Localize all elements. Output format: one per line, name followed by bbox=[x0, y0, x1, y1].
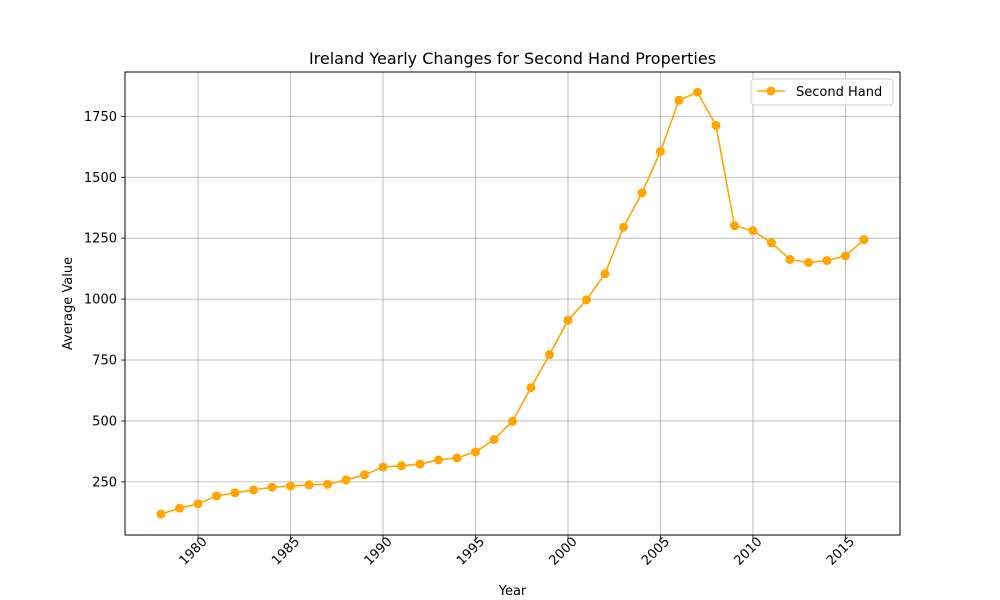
y-tick-label-1750: 1750 bbox=[84, 110, 117, 125]
data-point-1985 bbox=[286, 481, 296, 491]
data-point-1984 bbox=[267, 482, 277, 492]
legend-box bbox=[750, 78, 894, 106]
y-tick-label-1000: 1000 bbox=[84, 293, 117, 308]
y-tick-label-750: 750 bbox=[92, 354, 117, 369]
data-point-2002 bbox=[600, 269, 610, 279]
chart-title: Ireland Yearly Changes for Second Hand P… bbox=[309, 49, 716, 68]
data-point-1989 bbox=[360, 470, 370, 480]
series-layer bbox=[156, 87, 869, 519]
data-point-2001 bbox=[581, 295, 591, 305]
data-point-2013 bbox=[803, 258, 813, 268]
data-point-2006 bbox=[674, 95, 684, 105]
data-point-1998 bbox=[526, 383, 536, 393]
data-point-1988 bbox=[341, 475, 351, 485]
data-point-2007 bbox=[692, 87, 702, 97]
data-point-2009 bbox=[729, 221, 739, 231]
plot-frame bbox=[124, 71, 901, 536]
data-point-1991 bbox=[397, 461, 407, 471]
data-point-1997 bbox=[508, 416, 517, 426]
data-point-2014 bbox=[822, 256, 832, 266]
axis-ticks: 1980 1985 1990 1995 2000 2005 2010 201525050075… bbox=[84, 110, 858, 569]
legend: Second Hand bbox=[750, 78, 894, 106]
data-point-2003 bbox=[618, 222, 628, 232]
x-axis-label: Year bbox=[498, 584, 527, 599]
data-point-1999 bbox=[544, 350, 554, 360]
data-point-1978 bbox=[156, 509, 166, 519]
data-point-2000 bbox=[563, 315, 573, 325]
data-point-2004 bbox=[637, 188, 647, 198]
legend-label-second-hand: Second Hand bbox=[796, 85, 882, 100]
data-point-1994 bbox=[452, 453, 462, 463]
data-point-1995 bbox=[471, 447, 481, 457]
y-tick-label-500: 500 bbox=[92, 414, 117, 429]
data-point-1982 bbox=[230, 488, 240, 498]
data-point-2015 bbox=[840, 251, 850, 261]
data-point-1993 bbox=[434, 455, 444, 465]
data-point-2011 bbox=[766, 238, 776, 248]
y-axis-label: Average Value bbox=[61, 257, 76, 350]
y-tick-label-1500: 1500 bbox=[84, 171, 117, 186]
data-point-1981 bbox=[212, 491, 222, 501]
data-point-1979 bbox=[175, 503, 185, 513]
data-point-2010 bbox=[748, 226, 758, 236]
y-tick-label-250: 250 bbox=[92, 475, 117, 490]
data-point-1987 bbox=[323, 479, 333, 489]
data-point-1996 bbox=[489, 434, 499, 444]
data-point-2005 bbox=[655, 146, 665, 156]
data-point-1992 bbox=[415, 459, 425, 469]
data-point-1990 bbox=[378, 462, 388, 472]
y-tick-label-1250: 1250 bbox=[84, 232, 117, 247]
data-point-1986 bbox=[304, 480, 314, 490]
data-point-1980 bbox=[193, 499, 203, 509]
data-point-2016 bbox=[859, 235, 869, 245]
data-point-2008 bbox=[711, 120, 721, 130]
legend-marker-swatch bbox=[766, 86, 776, 96]
data-point-2012 bbox=[785, 254, 795, 264]
data-point-1983 bbox=[249, 485, 259, 495]
